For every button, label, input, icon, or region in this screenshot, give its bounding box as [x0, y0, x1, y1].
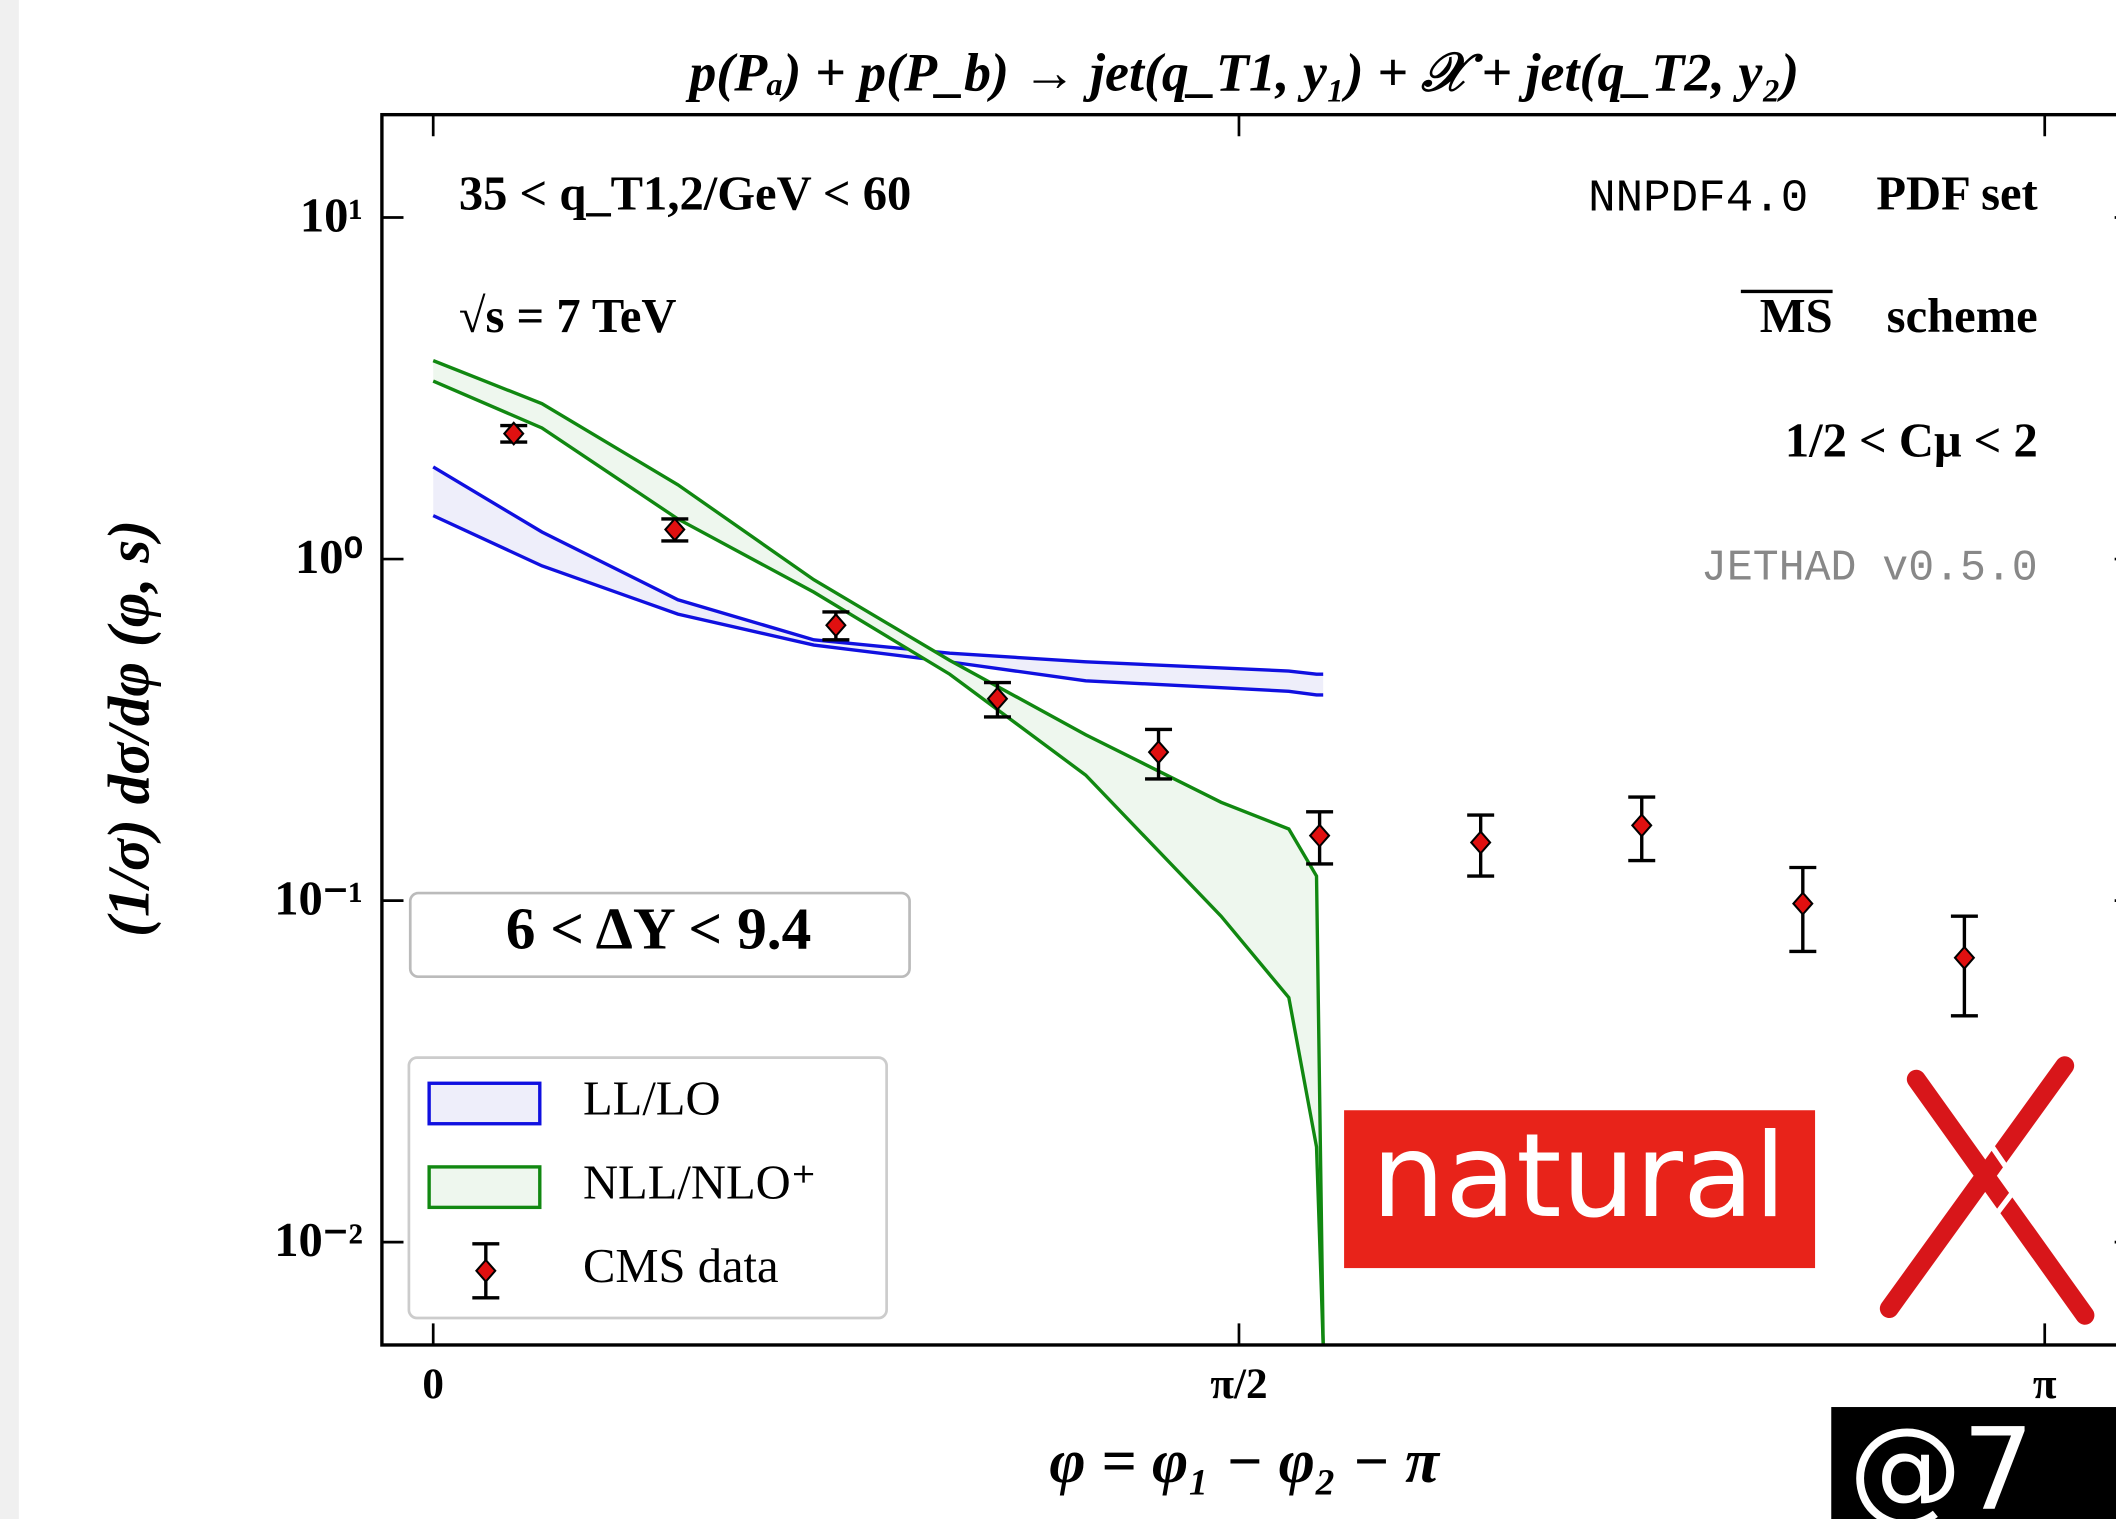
annotation: 6 < ΔY < 9.4 — [506, 896, 812, 962]
annotation-box — [408, 891, 911, 979]
annotation: scheme — [1887, 289, 2038, 343]
band-upper — [432, 465, 1324, 676]
band-lower — [432, 514, 1324, 697]
shadow — [0, 0, 19, 1519]
data-point — [1953, 945, 1976, 971]
stamp-box — [1344, 1110, 1816, 1269]
x-tick-label: π — [2033, 1361, 2057, 1408]
x-tick-label: π/2 — [1210, 1361, 1267, 1408]
data-point — [1147, 739, 1170, 765]
annotation: 1/2 < Cμ < 2 — [1785, 413, 2038, 467]
series-layer — [432, 359, 1978, 1345]
annotation: MS — [1760, 289, 1833, 343]
y-tick-label: 10⁻¹ — [274, 871, 363, 925]
annotation: √s = 7 TeV — [459, 289, 677, 343]
corner-box — [1831, 1407, 2116, 1519]
data-point — [1469, 830, 1492, 855]
data-point — [825, 612, 847, 638]
plot-area — [432, 359, 1978, 1345]
stamp-text: natural — [1372, 1109, 1787, 1244]
cross-stroke — [1879, 1056, 2095, 1325]
legend-swatch — [475, 1258, 497, 1284]
cross-highlight — [1906, 1063, 2102, 1332]
chart-title: p(Pₐ) + p(P_b) → jet(q_T1, y₁) + 𝒳 + jet… — [685, 43, 1799, 103]
cross-mark — [1879, 1056, 2102, 1332]
legend-swatch — [427, 1081, 542, 1126]
annotation: 35 < q_T1,2/GeV < 60 — [459, 166, 912, 220]
data-point — [664, 517, 686, 542]
y-tick-label: 10⁰ — [295, 530, 363, 584]
legend-label: LL/LO — [583, 1072, 721, 1126]
legend: LL/LO NLL/NLO⁺ CMS data — [407, 1056, 888, 1320]
x-axis-label: φ = φ₁ − φ₂ − π — [1049, 1428, 1441, 1496]
annotation: JETHAD v0.5.0 — [1701, 543, 2038, 592]
data-point — [986, 686, 1009, 712]
legend-label: CMS data — [583, 1239, 779, 1293]
legend-swatch — [427, 1165, 542, 1210]
data-point — [502, 421, 525, 446]
annotation: NNPDF4.0 — [1588, 172, 1808, 224]
annotation: PDF set — [1876, 166, 2037, 220]
y-tick-label: 10¹ — [300, 188, 363, 242]
data-point — [1308, 823, 1331, 848]
legend-label: NLL/NLO⁺ — [583, 1155, 816, 1209]
data-point — [1630, 813, 1653, 838]
y-axis-label: (1/σ) dσ/dφ (φ, s) — [96, 520, 162, 937]
x-tick-label: 0 — [422, 1361, 444, 1408]
corner-text: @7 — [1849, 1403, 2034, 1519]
band-upper — [432, 359, 1325, 1345]
band-lower — [432, 379, 1325, 1345]
frame — [380, 112, 2116, 1347]
data-point — [1792, 891, 1814, 916]
band-fill — [433, 466, 1324, 695]
y-tick-label: 10⁻² — [274, 1213, 363, 1267]
